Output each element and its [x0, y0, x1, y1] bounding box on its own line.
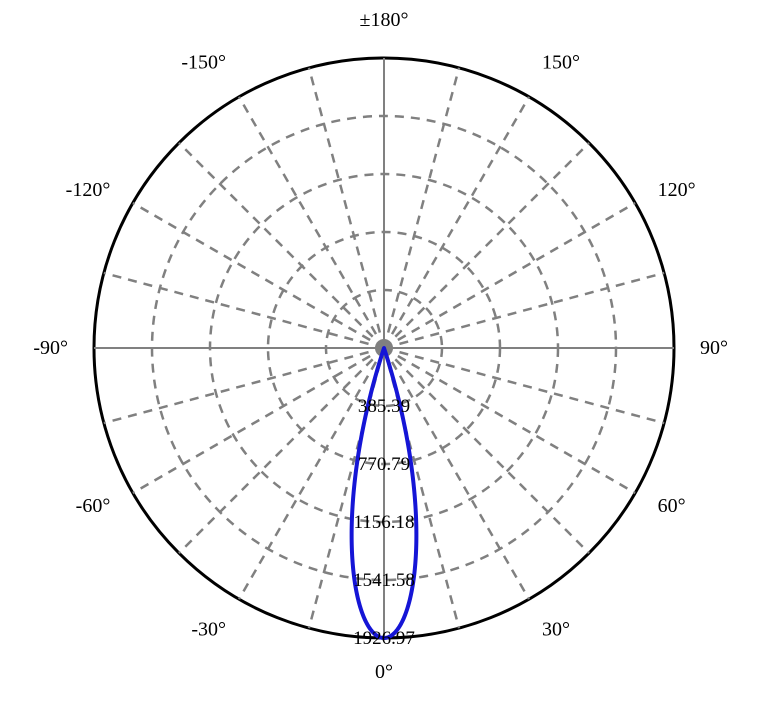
radial-label: 385.39	[358, 396, 410, 417]
angle-label: 120°	[658, 179, 696, 201]
angle-label: 0°	[375, 661, 393, 683]
radial-label: 1156.18	[353, 512, 414, 533]
angle-label: 30°	[542, 619, 570, 641]
angle-label: ±180°	[360, 9, 409, 31]
radial-label: 1926.97	[353, 628, 415, 649]
polar-svg: 385.39 770.79 1156.18 1541.58 1926.97 ±180° 15…	[0, 0, 769, 717]
radial-label: 1541.58	[353, 570, 415, 591]
angle-label: 150°	[542, 51, 580, 73]
angle-label: -90°	[33, 337, 68, 359]
angle-label: -120°	[66, 179, 111, 201]
radial-label: 770.79	[358, 454, 410, 475]
polar-chart: 385.39 770.79 1156.18 1541.58 1926.97 ±180° 15…	[0, 0, 769, 717]
angle-label: 90°	[700, 337, 728, 359]
angle-label: -150°	[181, 51, 226, 73]
angle-label: -30°	[191, 619, 226, 641]
angle-label: 60°	[658, 495, 686, 517]
angle-label: -60°	[76, 495, 111, 517]
